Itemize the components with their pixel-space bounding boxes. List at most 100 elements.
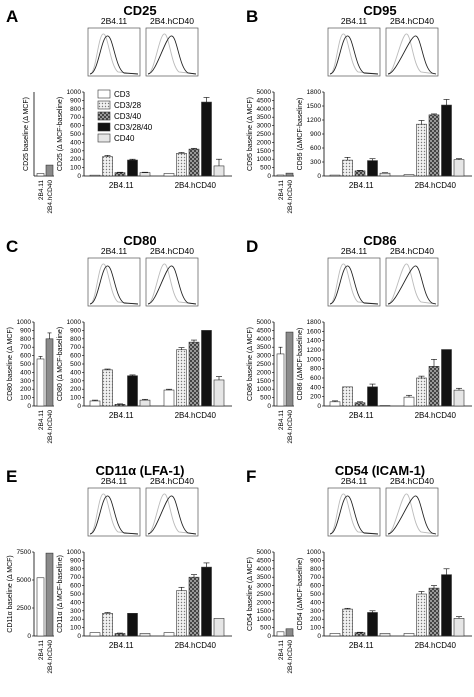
baseline-y-tick-label: 0 [267, 633, 271, 640]
histogram-curve [89, 265, 139, 305]
baseline-bar [45, 552, 54, 637]
main-bar [354, 170, 366, 177]
baseline-y-tick-label: 3000 [257, 583, 272, 590]
baseline-y-axis-label: CD95 baseline (Δ MCF) [247, 97, 254, 171]
histogram-curve [329, 263, 379, 305]
main-bar [201, 330, 212, 407]
legend-swatch [97, 122, 111, 132]
main-group-label: 2B4.hCD40 [415, 411, 457, 420]
baseline-y-tick-label: 2000 [257, 369, 272, 376]
main-y-axis-label: CD95 (ΔMCF-baseline) [297, 98, 304, 171]
main-y-tick-label: 300 [70, 608, 81, 615]
main-bar [127, 375, 138, 407]
main-bar [102, 613, 113, 637]
histogram-curve [387, 495, 437, 535]
legend-label: CD3/28/40 [114, 123, 153, 132]
baseline-y-tick-label: 500 [260, 395, 271, 402]
baseline-category-label: 2B4.hCD40 [47, 410, 54, 444]
baseline-y-tick-label: 100 [20, 395, 31, 402]
baseline-bar [276, 174, 285, 177]
main-y-tick-label: 800 [310, 566, 321, 573]
main-y-tick-label: 200 [310, 394, 321, 401]
main-bar [453, 159, 465, 177]
histogram-curve [329, 35, 379, 75]
main-bar [102, 369, 113, 407]
baseline-y-tick-label: 3500 [257, 344, 272, 351]
baseline-chart: CD25 baseline (Δ MCF) 2B4.11 2B4.hCD40 [23, 92, 54, 214]
main-y-tick-label: 1000 [307, 356, 322, 363]
baseline-y-tick-label: 3500 [257, 574, 272, 581]
baseline-y-tick-label: 2500 [257, 361, 272, 368]
histogram-curve [89, 35, 139, 75]
main-bar [139, 172, 151, 177]
main-bar [428, 366, 440, 407]
main-y-tick-label: 1400 [307, 338, 322, 345]
baseline-y-tick-label: 500 [260, 625, 271, 632]
main-y-tick-label: 400 [310, 384, 321, 391]
main-y-tick-label: 400 [70, 139, 81, 146]
histogram-curve [387, 265, 437, 305]
main-bar [329, 633, 341, 637]
main-bar [89, 632, 101, 637]
baseline-y-tick-label: 300 [20, 378, 31, 385]
main-bar [428, 114, 440, 177]
panel-letter: A [6, 7, 18, 26]
baseline-category-label: 2B4.hCD40 [287, 410, 294, 444]
main-bar [416, 123, 427, 177]
baseline-y-tick-label: 3500 [257, 114, 272, 121]
main-bar [163, 632, 175, 637]
main-y-tick-label: 300 [310, 159, 321, 166]
main-bar [403, 633, 415, 637]
main-bar [453, 389, 465, 407]
main-y-tick-label: 300 [310, 608, 321, 615]
main-y-tick-label: 0 [317, 403, 321, 410]
baseline-y-tick-label: 7500 [17, 549, 32, 556]
main-y-tick-label: 0 [77, 633, 81, 640]
main-y-tick-label: 700 [310, 574, 321, 581]
panel-title: CD11α (LFA-1) [96, 463, 185, 478]
main-y-tick-label: 600 [310, 583, 321, 590]
main-bar [354, 632, 366, 637]
panel-title: CD86 [363, 233, 396, 248]
main-bar [213, 165, 225, 177]
main-y-tick-label: 800 [70, 106, 81, 113]
main-y-tick-label: 1000 [307, 549, 322, 556]
main-bar [114, 633, 126, 637]
main-y-tick-label: 600 [70, 123, 81, 130]
main-bar [89, 174, 101, 177]
main-y-tick-label: 0 [77, 403, 81, 410]
main-y-axis-label: CD25 (Δ MCF-baseline) [57, 97, 64, 171]
main-y-tick-label: 1000 [67, 319, 82, 326]
main-y-tick-label: 900 [70, 327, 81, 334]
histogram-label: 2B4.hCD40 [150, 246, 194, 256]
histogram-curve [387, 263, 437, 305]
baseline-y-tick-label: 200 [20, 386, 31, 393]
baseline-category-label: 2B4.hCD40 [287, 180, 294, 214]
baseline-y-tick-label: 500 [260, 165, 271, 172]
histogram-label: 2B4.11 [341, 476, 368, 486]
main-y-axis-label: CD86 (ΔMCF-baseline) [297, 328, 304, 401]
histogram-label: 2B4.11 [101, 476, 128, 486]
main-group-label: 2B4.hCD40 [415, 181, 457, 190]
main-group-label: 2B4.11 [109, 411, 134, 420]
baseline-category-label: 2B4.11 [278, 410, 285, 431]
main-y-axis-label: CD80 (Δ MCF-baseline) [57, 327, 64, 401]
main-y-tick-label: 900 [70, 97, 81, 104]
main-y-tick-label: 500 [70, 361, 81, 368]
main-bar [201, 566, 212, 637]
main-bar [201, 101, 212, 177]
main-bar [416, 377, 427, 407]
main-bar [342, 386, 353, 407]
main-bar [379, 633, 391, 637]
baseline-y-tick-label: 500 [20, 361, 31, 368]
baseline-category-label: 2B4.11 [278, 180, 285, 201]
main-bar [441, 574, 452, 637]
baseline-y-tick-label: 1500 [257, 148, 272, 155]
panel-letter: D [246, 237, 258, 256]
histogram-curve [89, 495, 139, 535]
